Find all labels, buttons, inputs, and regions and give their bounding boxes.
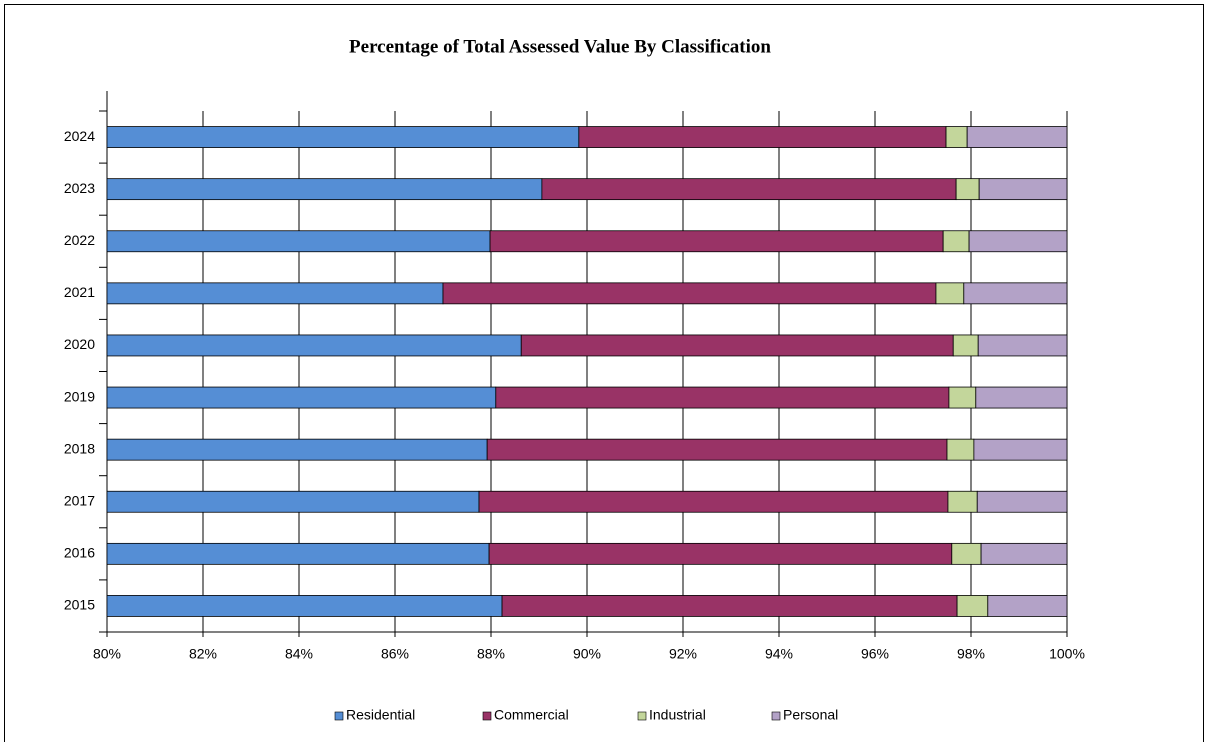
bar-segment bbox=[963, 282, 1068, 305]
bar-segment bbox=[966, 126, 1068, 148]
bar-segment bbox=[478, 490, 949, 513]
bar-segment bbox=[106, 386, 497, 409]
bar-segment bbox=[956, 595, 989, 617]
bar-segment bbox=[947, 490, 978, 513]
bar-segment bbox=[977, 334, 1068, 357]
bar-segment bbox=[946, 438, 975, 461]
bar-segment bbox=[980, 542, 1068, 565]
legend-label: Industrial bbox=[649, 707, 706, 723]
bar-segment bbox=[106, 438, 488, 461]
x-tick-label: 90% bbox=[573, 646, 601, 662]
x-tick-label: 84% bbox=[285, 646, 313, 662]
bar-segment bbox=[106, 334, 522, 357]
bar-segment bbox=[489, 230, 944, 253]
y-tick-label: 2023 bbox=[64, 180, 95, 196]
x-tick-label: 82% bbox=[189, 646, 217, 662]
x-tick-label: 100% bbox=[1049, 646, 1085, 662]
y-tick-label: 2015 bbox=[64, 597, 95, 613]
bar-segment bbox=[955, 178, 980, 201]
bar-segment bbox=[935, 282, 965, 305]
x-tick-label: 96% bbox=[861, 646, 889, 662]
bar-segment bbox=[442, 282, 937, 305]
bar-segment bbox=[106, 542, 490, 565]
x-tick-label: 92% bbox=[669, 646, 697, 662]
bar-segment bbox=[951, 542, 982, 565]
bar-segment bbox=[578, 126, 947, 148]
x-tick-label: 88% bbox=[477, 646, 505, 662]
bar-segment bbox=[948, 386, 977, 409]
x-tick-label: 86% bbox=[381, 646, 409, 662]
bar-segment bbox=[987, 595, 1068, 617]
y-tick-label: 2020 bbox=[64, 336, 95, 352]
y-tick-label: 2017 bbox=[64, 492, 95, 508]
chart-title: Percentage of Total Assessed Value By Cl… bbox=[349, 36, 771, 57]
bar-segment bbox=[495, 386, 950, 409]
x-tick-label: 98% bbox=[957, 646, 985, 662]
legend-swatch bbox=[637, 711, 647, 721]
bar-segment bbox=[952, 334, 979, 357]
legend-swatch bbox=[334, 711, 344, 721]
y-tick-label: 2016 bbox=[64, 545, 95, 561]
y-tick-label: 2018 bbox=[64, 440, 95, 456]
legend-swatch bbox=[771, 711, 781, 721]
legend-label: Commercial bbox=[494, 707, 569, 723]
chart-border bbox=[4, 4, 1204, 742]
bar-segment bbox=[106, 126, 580, 148]
bar-segment bbox=[106, 230, 491, 253]
bar-segment bbox=[942, 230, 970, 253]
bar-segment bbox=[106, 595, 503, 617]
bar-segment bbox=[106, 282, 444, 305]
bar-segment bbox=[975, 386, 1068, 409]
bar-segment bbox=[976, 490, 1068, 513]
bar-segment bbox=[520, 334, 954, 357]
x-tick-label: 80% bbox=[93, 646, 121, 662]
bar-segment bbox=[945, 126, 968, 148]
legend-label: Residential bbox=[346, 707, 415, 723]
y-tick-label: 2024 bbox=[64, 128, 95, 144]
bar-segment bbox=[486, 438, 948, 461]
bar-segment bbox=[541, 178, 957, 201]
y-tick-label: 2019 bbox=[64, 388, 95, 404]
bar-segment bbox=[968, 230, 1068, 253]
legend-label: Personal bbox=[783, 707, 838, 723]
bar-segment bbox=[973, 438, 1068, 461]
bar-segment bbox=[488, 542, 953, 565]
bar-segment bbox=[106, 178, 543, 201]
bar-segment bbox=[501, 595, 958, 617]
legend-swatch bbox=[482, 711, 492, 721]
bar-segment bbox=[978, 178, 1068, 201]
bar-segment bbox=[106, 490, 480, 513]
y-tick-label: 2021 bbox=[64, 284, 95, 300]
x-tick-label: 94% bbox=[765, 646, 793, 662]
y-tick-label: 2022 bbox=[64, 232, 95, 248]
